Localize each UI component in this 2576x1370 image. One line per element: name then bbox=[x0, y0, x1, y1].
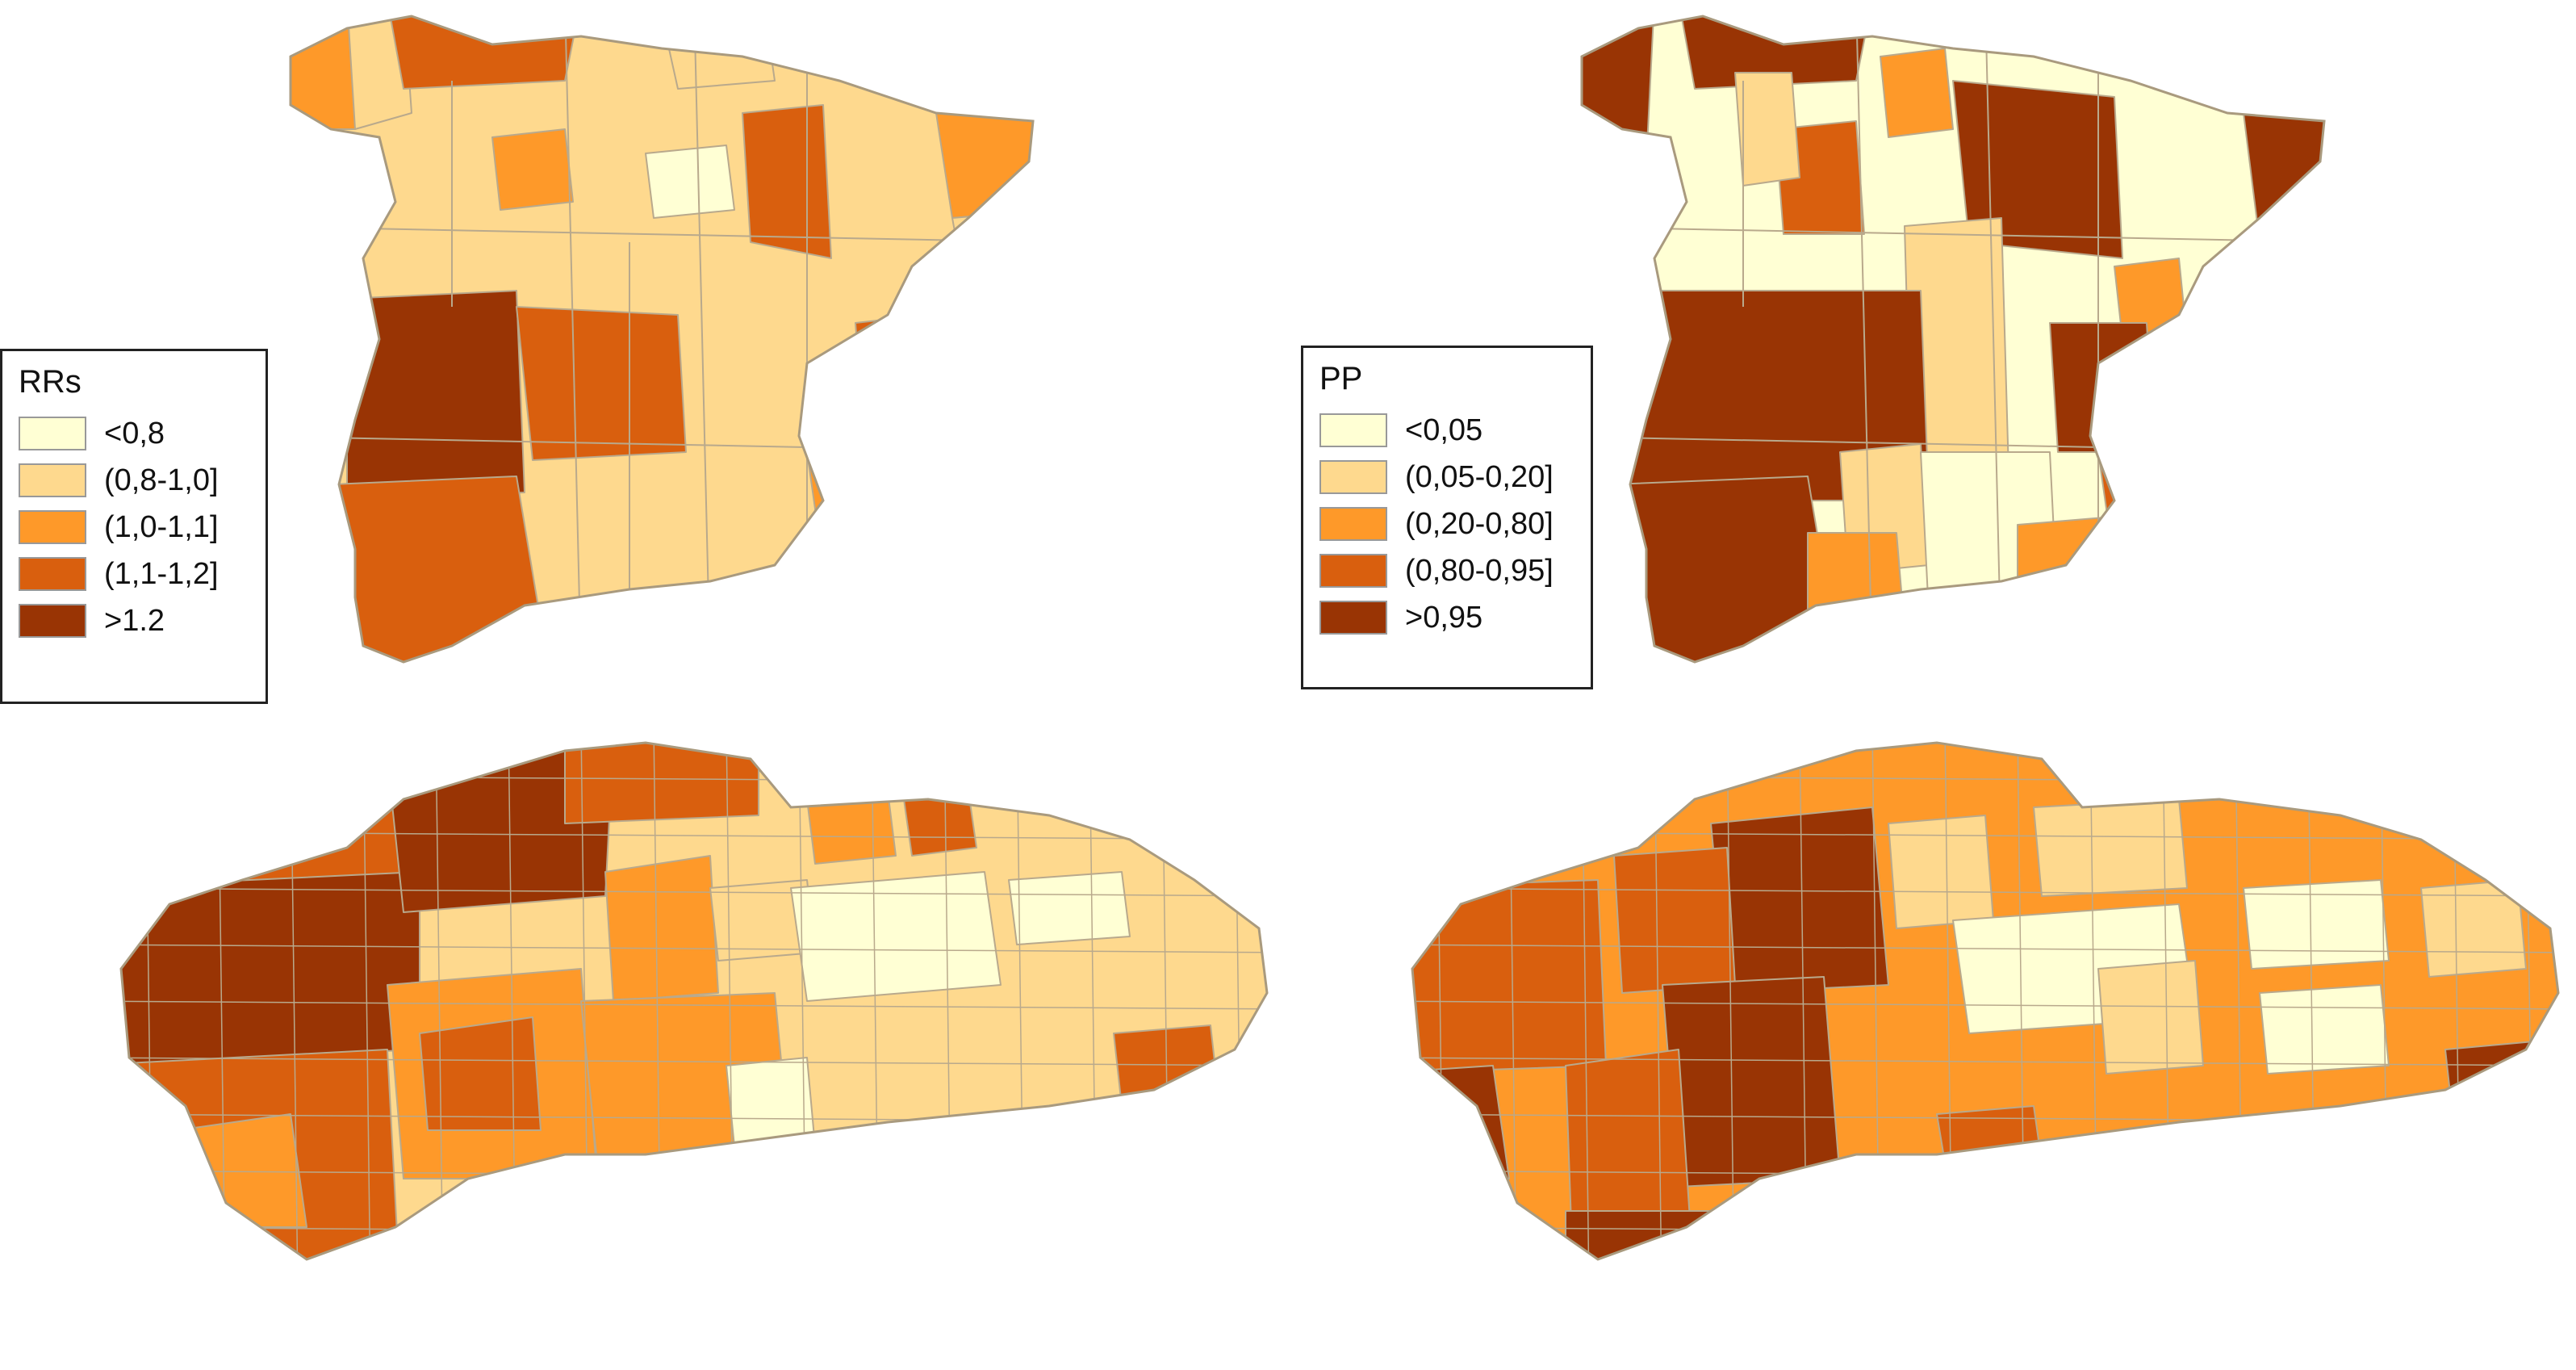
legend-item: (0,05-0,20] bbox=[1319, 454, 1574, 501]
legend-swatch bbox=[1319, 413, 1387, 447]
legend-pp: PP <0,05 (0,05-0,20] (0,20-0,80] (0,80-0… bbox=[1301, 346, 1593, 689]
map-andalusia-pp bbox=[1372, 727, 2574, 1356]
legend-item: >1.2 bbox=[19, 597, 249, 644]
legend-rrs: RRs <0,8 (0,8-1,0] (1,0-1,1] (1,1-1,2] >… bbox=[0, 349, 268, 704]
legend-swatch bbox=[19, 417, 86, 450]
legend-swatch bbox=[19, 463, 86, 497]
legend-label: >1.2 bbox=[104, 603, 165, 638]
legend-swatch bbox=[1319, 507, 1387, 541]
legend-swatch bbox=[1319, 460, 1387, 494]
legend-label: (0,80-0,95] bbox=[1405, 553, 1554, 588]
legend-title: RRs bbox=[19, 364, 82, 400]
legend-item: <0,8 bbox=[19, 410, 249, 457]
legend-swatch bbox=[1319, 601, 1387, 635]
legend-label: <0,05 bbox=[1405, 413, 1483, 447]
legend-item: (1,0-1,1] bbox=[19, 504, 249, 551]
legend-label: (1,0-1,1] bbox=[104, 509, 219, 544]
legend-label: (0,8-1,0] bbox=[104, 463, 219, 497]
legend-item: (1,1-1,2] bbox=[19, 551, 249, 597]
legend-item: (0,80-0,95] bbox=[1319, 547, 1574, 594]
map-spain-pp bbox=[1533, 0, 2340, 670]
legend-label: (0,05-0,20] bbox=[1405, 459, 1554, 494]
legend-swatch bbox=[19, 510, 86, 544]
legend-label: <0,8 bbox=[104, 416, 165, 450]
map-andalusia-rrs bbox=[81, 727, 1291, 1356]
legend-label: (0,20-0,80] bbox=[1405, 506, 1554, 541]
legend-title: PP bbox=[1319, 361, 1363, 396]
legend-item: <0,05 bbox=[1319, 407, 1574, 454]
map-spain-rrs bbox=[242, 0, 1049, 670]
legend-item: >0,95 bbox=[1319, 594, 1574, 641]
legend-label: (1,1-1,2] bbox=[104, 556, 219, 591]
legend-swatch bbox=[1319, 554, 1387, 588]
legend-swatch bbox=[19, 604, 86, 638]
legend-item: (0,20-0,80] bbox=[1319, 501, 1574, 547]
legend-swatch bbox=[19, 557, 86, 591]
legend-item: (0,8-1,0] bbox=[19, 457, 249, 504]
legend-label: >0,95 bbox=[1405, 600, 1483, 635]
